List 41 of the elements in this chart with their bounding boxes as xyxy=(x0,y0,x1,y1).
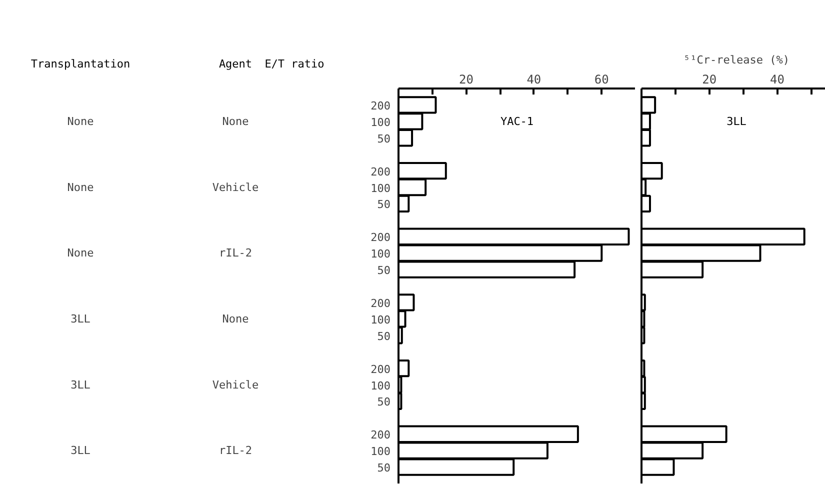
y-tick-label: 200 xyxy=(370,99,391,112)
y-tick-label: 100 xyxy=(370,445,391,458)
text: None xyxy=(222,114,249,128)
y-tick-label: 200 xyxy=(370,296,391,310)
text: None xyxy=(222,312,249,326)
y-tick-label: 50 xyxy=(377,198,391,212)
text: Transplantation xyxy=(30,58,130,70)
text: None xyxy=(67,246,94,260)
x-tick-label: 40 xyxy=(526,72,542,86)
text: Vehicle xyxy=(212,180,259,194)
y-tick-label: 100 xyxy=(370,313,391,326)
text: rIL-2 xyxy=(218,246,252,260)
text: None xyxy=(67,114,94,128)
x-tick-label: 20 xyxy=(702,72,717,86)
y-tick-label: 200 xyxy=(370,165,391,178)
y-tick-label: 100 xyxy=(370,116,391,129)
y-tick-label: 200 xyxy=(370,428,391,442)
y-tick-label: 200 xyxy=(370,362,391,376)
text: 3LL xyxy=(726,114,747,128)
y-tick-label: 100 xyxy=(370,182,391,195)
text: 3LL xyxy=(70,312,91,326)
y-tick-label: 200 xyxy=(370,231,391,244)
y-axis-title: E/T ratio xyxy=(264,58,324,70)
text: YAC-1 xyxy=(500,114,534,128)
text: 3LL xyxy=(70,444,91,458)
y-tick-label: 50 xyxy=(377,396,391,409)
text: Agent xyxy=(218,58,252,70)
y-tick-label: 50 xyxy=(377,264,391,278)
text: rIL-2 xyxy=(218,444,252,458)
text: None xyxy=(67,180,94,194)
text: 3LL xyxy=(70,378,91,392)
y-tick-label: 50 xyxy=(377,330,391,343)
y-tick-label: 100 xyxy=(370,379,391,392)
x-tick-label: 40 xyxy=(770,72,784,86)
x-tick-label: 20 xyxy=(458,72,474,86)
y-tick-label: 100 xyxy=(370,248,391,261)
x-tick-label: 60 xyxy=(594,72,609,86)
y-tick-label: 50 xyxy=(377,462,391,475)
text: Vehicle xyxy=(212,378,259,392)
y-tick-label: 50 xyxy=(377,132,391,146)
x-axis-title: ⁵¹Cr-release (%) xyxy=(684,54,790,66)
